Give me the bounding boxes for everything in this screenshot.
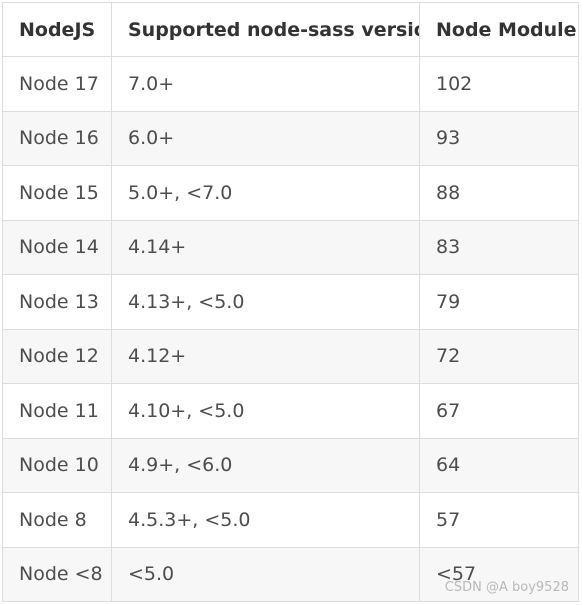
table-row: Node 8 4.5.3+, <5.0 57 [2, 492, 579, 548]
table-row: Node 15 5.0+, <7.0 88 [2, 165, 579, 221]
watermark: CSDN @A boy9528 [444, 580, 569, 595]
cell-node-sass-version: 4.12+ [111, 328, 420, 384]
header-node-sass-version: Supported node-sass version [111, 2, 420, 57]
table-row: Node 17 7.0+ 102 [2, 56, 579, 112]
cell-node-module: 64 [419, 437, 579, 493]
table-row: Node 12 4.12+ 72 [2, 328, 579, 384]
table-row: Node <8 <5.0 <57 [2, 546, 579, 602]
table-row: Node 14 4.14+ 83 [2, 219, 579, 275]
cell-node-module: 72 [419, 328, 579, 384]
cell-node-sass-version: 4.5.3+, <5.0 [111, 492, 420, 548]
cell-node-sass-version: 6.0+ [111, 110, 420, 166]
cell-node-module: 83 [419, 219, 579, 275]
cell-node-sass-version: 4.14+ [111, 219, 420, 275]
cell-node-sass-version: 7.0+ [111, 56, 420, 112]
cell-nodejs: Node 8 [2, 492, 112, 548]
cell-node-module: 67 [419, 383, 579, 439]
cell-nodejs: Node 10 [2, 437, 112, 493]
cell-node-sass-version: <5.0 [111, 546, 420, 602]
cell-node-module: <57 [419, 546, 579, 602]
header-nodejs: NodeJS [2, 2, 112, 57]
cell-node-module: 93 [419, 110, 579, 166]
cell-nodejs: Node 16 [2, 110, 112, 166]
table-row: Node 11 4.10+, <5.0 67 [2, 383, 579, 439]
table-row: Node 13 4.13+, <5.0 79 [2, 274, 579, 330]
cell-nodejs: Node 13 [2, 274, 112, 330]
cell-node-module: 57 [419, 492, 579, 548]
cell-node-sass-version: 4.9+, <6.0 [111, 437, 420, 493]
cell-node-sass-version: 5.0+, <7.0 [111, 165, 420, 221]
table-row: Node 10 4.9+, <6.0 64 [2, 437, 579, 493]
cell-nodejs: Node 17 [2, 56, 112, 112]
cell-nodejs: Node 11 [2, 383, 112, 439]
cell-nodejs: Node 12 [2, 328, 112, 384]
cell-node-module: 88 [419, 165, 579, 221]
header-row: NodeJS Supported node-sass version Node … [2, 2, 579, 57]
header-node-module: Node Module [419, 2, 579, 57]
cell-nodejs: Node 15 [2, 165, 112, 221]
cell-nodejs: Node 14 [2, 219, 112, 275]
cell-node-module: 79 [419, 274, 579, 330]
cell-nodejs: Node <8 [2, 546, 112, 602]
cell-node-sass-version: 4.10+, <5.0 [111, 383, 420, 439]
cell-node-module: 102 [419, 56, 579, 112]
cell-node-sass-version: 4.13+, <5.0 [111, 274, 420, 330]
table-row: Node 16 6.0+ 93 [2, 110, 579, 166]
